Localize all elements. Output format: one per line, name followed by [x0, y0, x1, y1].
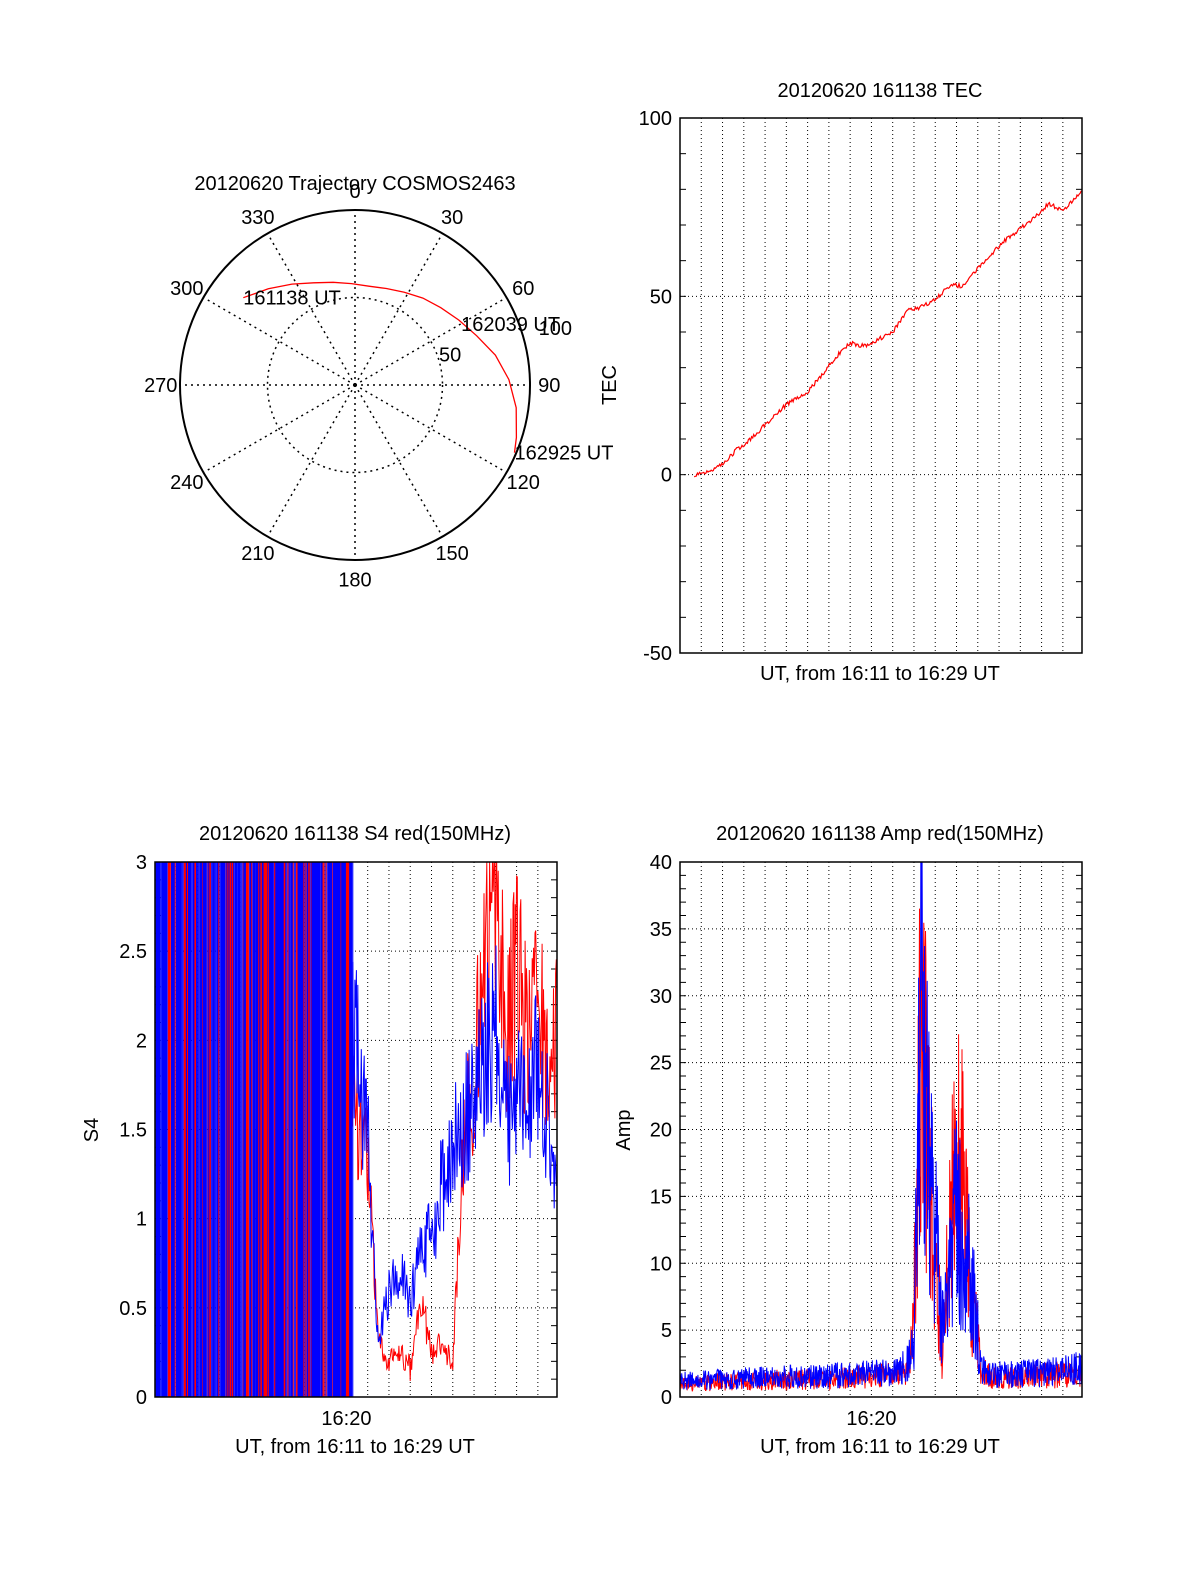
angle-tick-label: 90	[538, 375, 560, 397]
y-axis-label: TEC	[599, 365, 621, 405]
y-tick-label: 20	[650, 1120, 672, 1142]
y-tick-label: 30	[650, 986, 672, 1008]
chart-title: 20120620 Trajectory COSMOS2463	[194, 173, 515, 195]
time-annotation: 161138 UT	[243, 288, 340, 310]
y-tick-label: 10	[650, 1253, 672, 1275]
x-tick-label: 16:20	[321, 1408, 371, 1430]
chart-title: 20120620 161138 Amp red(150MHz)	[716, 823, 1044, 845]
plot-frame	[154, 861, 558, 1398]
angle-tick-label: 60	[512, 278, 534, 300]
y-axis-label: S4	[81, 1118, 103, 1142]
tec-line-chart: 20120620 161138 TEC UT, from 16:11 to 16…	[599, 80, 1083, 685]
trajectory-line	[243, 281, 518, 453]
angle-tick-label: 150	[435, 543, 468, 565]
y-tick-label: 40	[650, 852, 672, 874]
chart-title: 20120620 161138 TEC	[778, 80, 983, 102]
time-annotation: 162925 UT	[514, 443, 613, 465]
radial-tick-label: 50	[439, 344, 461, 366]
radial-tick-label: 100	[539, 318, 572, 340]
time-annotation: 162039 UT	[461, 314, 560, 336]
angle-tick-label: 0	[349, 181, 360, 203]
series-line	[693, 190, 1082, 478]
plot-frame	[679, 861, 1083, 1398]
polar-spoke	[266, 384, 356, 537]
y-tick-label: 15	[650, 1186, 672, 1208]
angle-tick-label: 330	[241, 207, 274, 229]
y-tick-label: 100	[639, 108, 672, 130]
y-tick-label: 35	[650, 919, 672, 941]
angle-tick-label: 120	[507, 472, 540, 494]
y-tick-label: -50	[643, 643, 672, 665]
chart-title: 20120620 161138 S4 red(150MHz)	[199, 823, 511, 845]
series-line	[680, 862, 1082, 1391]
y-tick-label: 0	[661, 465, 672, 487]
polar-spoke	[354, 384, 507, 474]
series-line	[345, 862, 557, 1382]
angle-tick-label: 300	[170, 278, 203, 300]
angle-tick-label: 180	[338, 569, 371, 591]
series-line	[680, 908, 1082, 1392]
y-tick-label: 0	[661, 1387, 672, 1409]
angle-tick-label: 270	[144, 375, 177, 397]
plot-frame	[679, 117, 1083, 654]
trajectory-polar-chart: 20120620 Trajectory COSMOS2463 0 30 60 90 12…	[144, 173, 613, 591]
x-axis-label: UT, from 16:11 to 16:29 UT	[760, 663, 1000, 685]
y-tick-label: 5	[661, 1320, 672, 1342]
series-line	[345, 945, 557, 1345]
polar-spoke	[203, 296, 356, 386]
s4-line-chart: 20120620 161138 S4 red(150MHz) UT, from …	[81, 823, 558, 1458]
polar-spoke	[354, 233, 444, 386]
y-tick-label: 0	[136, 1387, 147, 1409]
y-tick-label: 1	[136, 1209, 147, 1231]
angle-tick-label: 240	[170, 472, 203, 494]
x-axis-label: UT, from 16:11 to 16:29 UT	[760, 1436, 1000, 1458]
y-tick-label: 2	[136, 1030, 147, 1052]
polar-spoke	[354, 296, 507, 386]
y-tick-label: 0.5	[119, 1298, 147, 1320]
x-axis-label: UT, from 16:11 to 16:29 UT	[235, 1436, 475, 1458]
amp-line-chart: 20120620 161138 Amp red(150MHz) UT, from…	[613, 823, 1083, 1458]
y-tick-label: 3	[136, 852, 147, 874]
polar-radial-gridline	[266, 296, 444, 474]
angle-tick-label: 30	[441, 207, 463, 229]
polar-spoke	[354, 384, 444, 537]
y-axis-label: Amp	[613, 1109, 635, 1150]
polar-spoke	[266, 233, 356, 386]
y-tick-label: 50	[650, 286, 672, 308]
y-tick-label: 1.5	[119, 1120, 147, 1142]
angle-tick-label: 210	[241, 543, 274, 565]
x-tick-label: 16:20	[846, 1408, 896, 1430]
y-tick-label: 2.5	[119, 941, 147, 963]
y-tick-label: 25	[650, 1053, 672, 1075]
polar-spoke	[203, 384, 356, 474]
